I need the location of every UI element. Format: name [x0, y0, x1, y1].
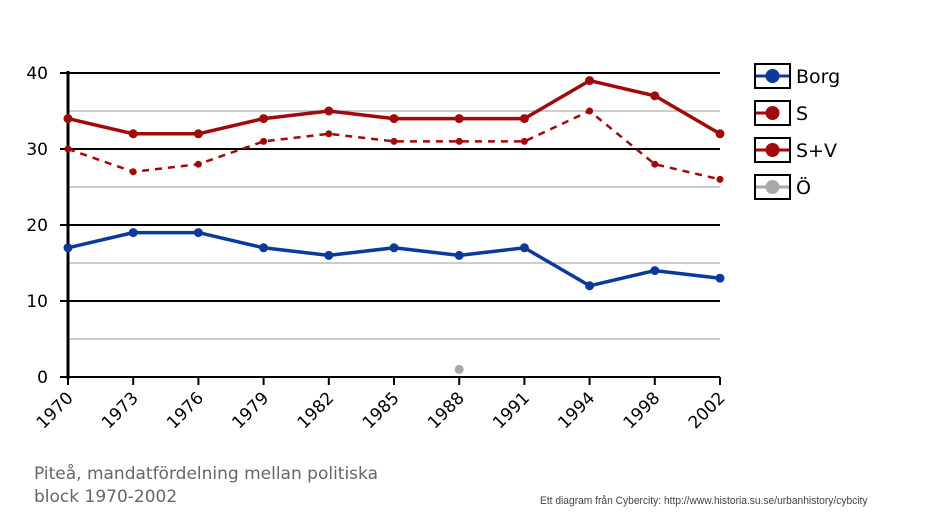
caption-line-1: Piteå, mandatfördelning mellan politiska — [34, 464, 379, 484]
x-tick-label: 1970 — [33, 388, 78, 433]
data-point-s-v — [259, 114, 269, 124]
data-point-borg — [585, 281, 595, 291]
data-point-borg — [259, 243, 269, 253]
data-point-borg — [193, 228, 203, 238]
data-point-s — [520, 137, 528, 145]
data-point-s — [129, 168, 137, 176]
y-tick-label: 20 — [26, 216, 48, 236]
data-point-s — [716, 175, 724, 183]
data-point-borg — [715, 273, 725, 283]
data-point-s — [64, 145, 72, 153]
series-line-s-v — [67, 78, 721, 136]
x-tick-label: 1985 — [359, 388, 404, 433]
data-point-s — [194, 160, 202, 168]
data-point-s-v — [63, 114, 73, 124]
data-point-s-v — [585, 76, 595, 86]
y-tick-label: 10 — [26, 292, 48, 312]
data-point-s-v — [715, 129, 725, 139]
data-point-s-v — [519, 114, 529, 124]
data-point-borg — [650, 266, 660, 276]
data-point-s-v — [324, 106, 334, 116]
data-point-s-v — [454, 114, 464, 124]
legend-label-borg: Borg — [796, 66, 840, 88]
data-point-s-v — [650, 91, 660, 101]
x-tick-label: 1988 — [424, 388, 469, 433]
data-point-borg — [454, 250, 464, 260]
legend-marker-s-v — [765, 143, 780, 157]
data-point-borg — [128, 228, 138, 238]
x-tick-label: 1998 — [620, 388, 665, 433]
data-point-s-v — [193, 129, 203, 139]
data-point-borg — [389, 243, 399, 253]
y-tick-label: 0 — [37, 368, 48, 388]
data-point-s — [651, 160, 659, 168]
x-tick-label: 1976 — [163, 388, 208, 433]
legend-marker-s — [765, 106, 780, 120]
chart-caption: Piteå, mandatfördelning mellan politiska… — [34, 463, 434, 509]
series-line-s — [67, 109, 721, 181]
legend-label-s: S — [796, 103, 808, 125]
series-line-borg — [67, 230, 721, 288]
data-point-o — [454, 364, 464, 374]
y-tick-label: 40 — [26, 64, 48, 84]
data-point-s-v — [128, 129, 138, 139]
x-tick-label: 2002 — [685, 388, 730, 433]
legend-marker-o — [765, 180, 780, 194]
data-point-s — [586, 107, 594, 115]
legend-marker-borg — [765, 69, 780, 83]
data-point-s — [390, 137, 398, 145]
data-point-borg — [519, 243, 529, 253]
x-tick-label: 1991 — [489, 388, 534, 433]
data-point-s-v — [389, 114, 399, 124]
source-credit: Ett diagram från Cybercity: http://www.h… — [540, 495, 868, 507]
legend-label-s-v: S+V — [796, 140, 837, 162]
x-tick-label: 1973 — [98, 388, 143, 433]
data-point-borg — [63, 243, 73, 253]
y-tick-label: 30 — [26, 140, 48, 160]
data-point-borg — [324, 250, 334, 260]
x-tick-label: 1979 — [228, 388, 273, 433]
legend-label-o: Ö — [796, 176, 811, 199]
data-point-s — [455, 137, 463, 145]
data-point-s — [260, 137, 268, 145]
x-tick-label: 1982 — [294, 388, 339, 433]
data-point-s — [325, 130, 333, 138]
x-tick-label: 1994 — [554, 388, 599, 433]
caption-line-2: block 1970-2002 — [34, 487, 178, 507]
